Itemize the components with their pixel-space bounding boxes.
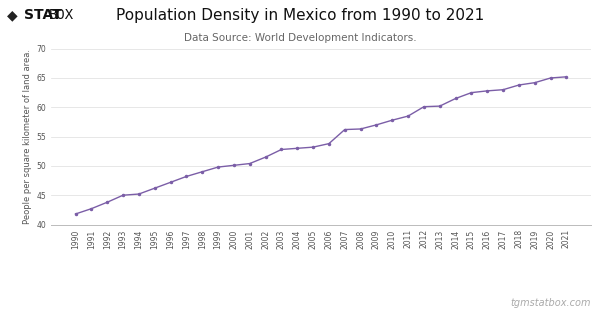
Text: STAT: STAT bbox=[24, 8, 62, 22]
Text: tgmstatbox.com: tgmstatbox.com bbox=[511, 298, 591, 308]
Text: BOX: BOX bbox=[49, 8, 74, 22]
Text: Data Source: World Development Indicators.: Data Source: World Development Indicator… bbox=[184, 33, 416, 43]
Y-axis label: People per square kilometer of land area.: People per square kilometer of land area… bbox=[23, 49, 32, 224]
Text: ◆: ◆ bbox=[7, 8, 18, 22]
Text: Population Density in Mexico from 1990 to 2021: Population Density in Mexico from 1990 t… bbox=[116, 8, 484, 23]
